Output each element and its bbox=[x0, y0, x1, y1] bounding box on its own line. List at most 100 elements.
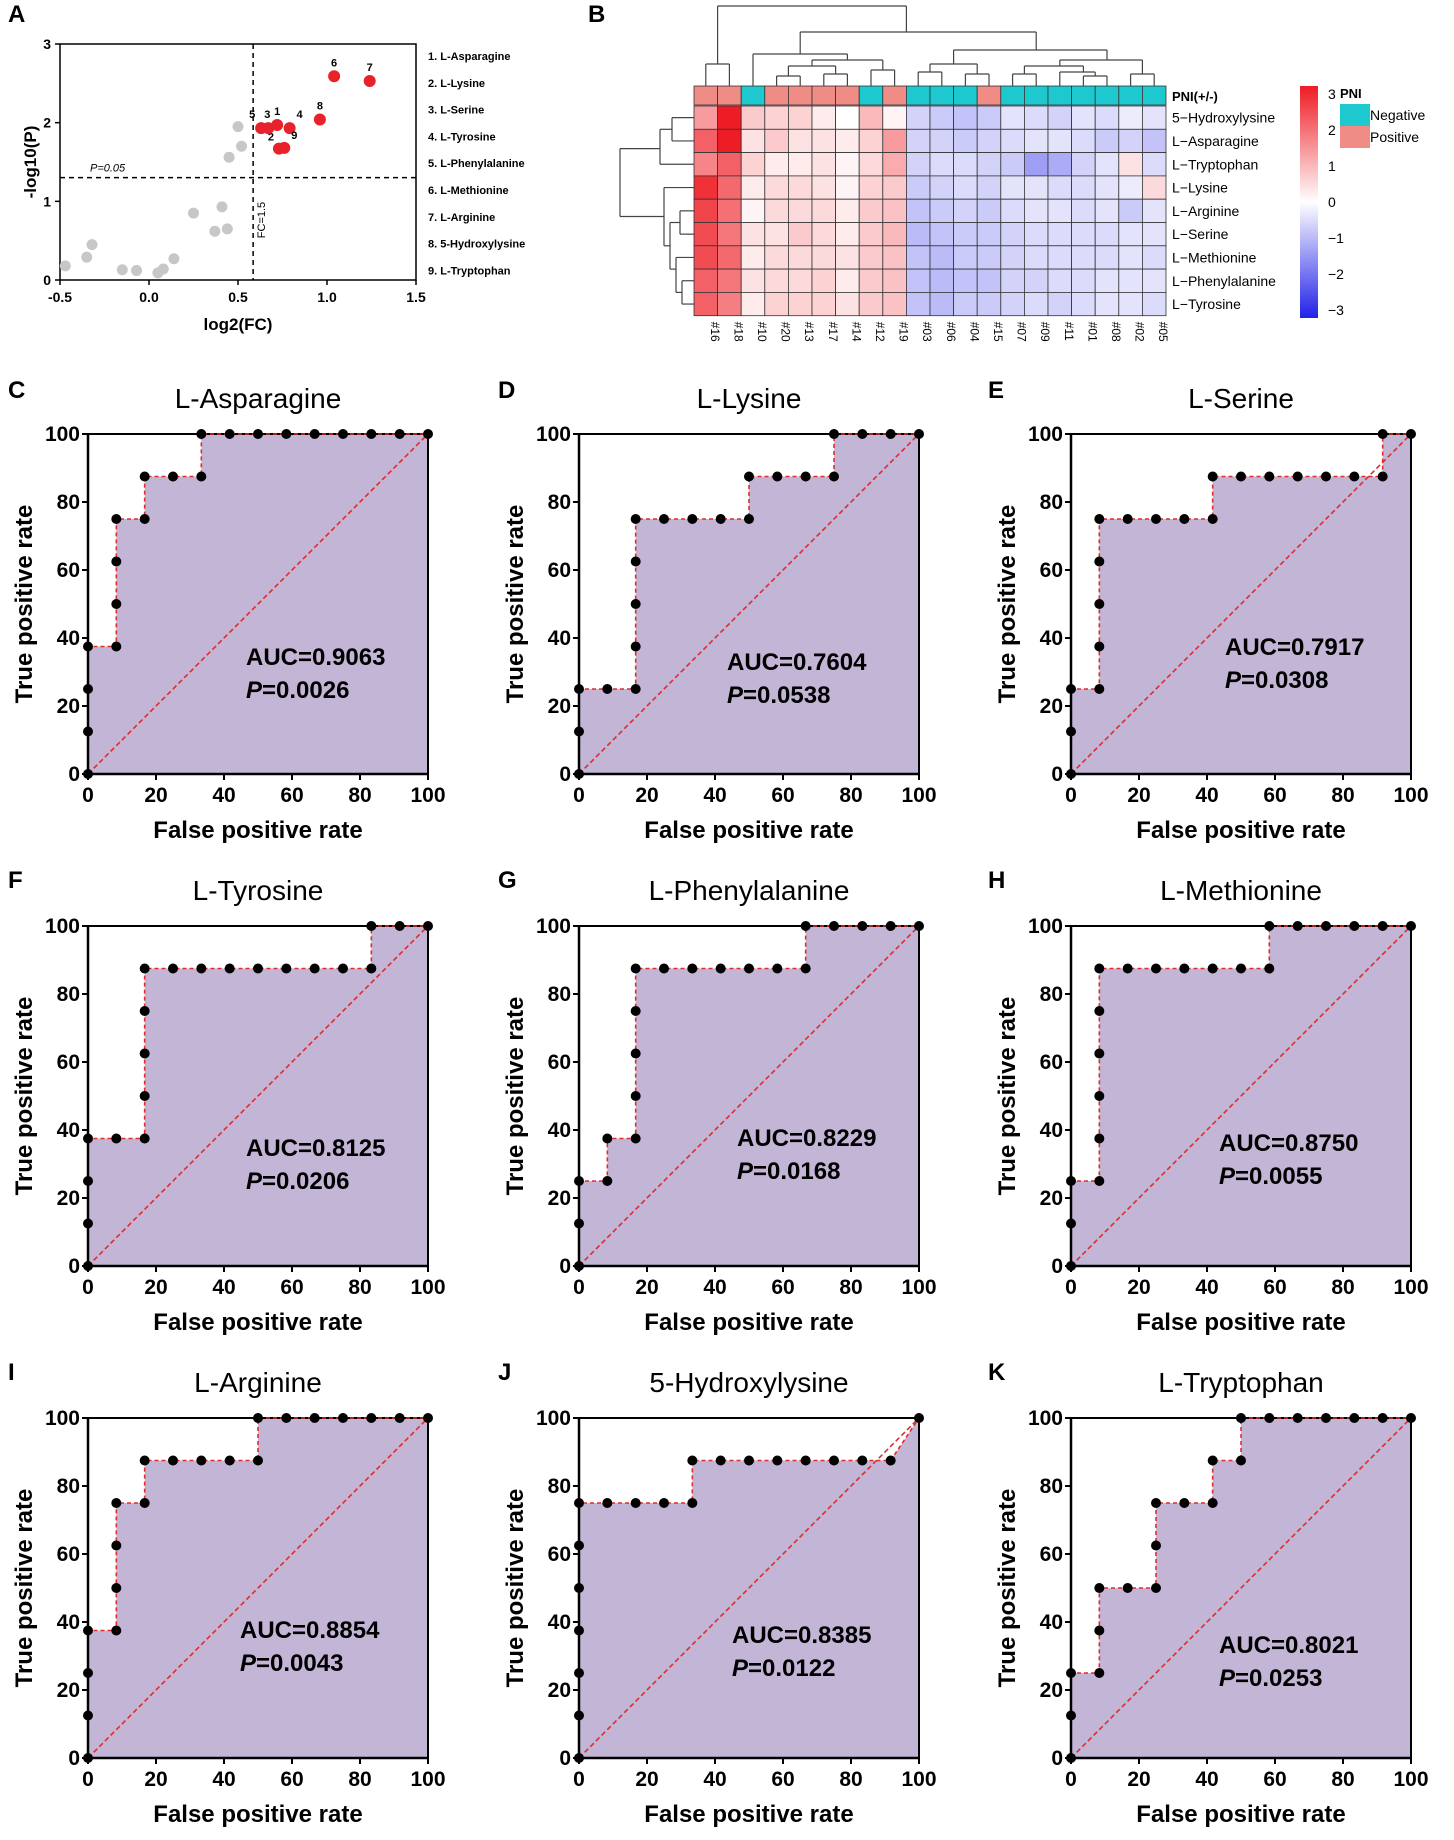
heatmap-cell bbox=[976, 291, 1002, 317]
x-tick-label: 100 bbox=[410, 784, 445, 807]
auc-label: AUC=0.7917 bbox=[1225, 634, 1364, 661]
x-tick-label: 60 bbox=[280, 1276, 303, 1299]
heatmap-cell bbox=[929, 152, 955, 177]
roc-point bbox=[914, 921, 924, 931]
nonsignificant-point bbox=[223, 151, 235, 163]
roc-point bbox=[800, 471, 811, 482]
heatmap-cell bbox=[1047, 105, 1073, 130]
roc-point bbox=[1321, 471, 1331, 482]
roc-point bbox=[1264, 921, 1275, 931]
heatmap-cell bbox=[858, 268, 884, 293]
x-tick-label: 60 bbox=[280, 784, 303, 807]
roc-point bbox=[687, 514, 698, 524]
heatmap-column-label: #10 bbox=[755, 322, 769, 342]
heatmap-cell bbox=[1142, 245, 1167, 270]
roc-point bbox=[1321, 921, 1331, 931]
y-tick-label: 0 bbox=[68, 1747, 80, 1770]
reference-diagonal bbox=[578, 925, 920, 1267]
heatmap-cell bbox=[1142, 105, 1167, 130]
heatmap-cell bbox=[882, 175, 907, 200]
roc-point bbox=[1122, 963, 1133, 974]
roc-point bbox=[857, 1455, 868, 1466]
heatmap-row-label: L−Phenylalanine bbox=[1172, 273, 1276, 289]
heatmap-cell bbox=[953, 222, 978, 247]
heatmap-cell bbox=[764, 175, 789, 200]
heatmap-cell bbox=[1071, 198, 1096, 223]
roc-point bbox=[829, 1455, 839, 1466]
y-tick-label: 80 bbox=[57, 1475, 80, 1498]
y-tick-label: 80 bbox=[548, 491, 571, 514]
y-tick-label: 60 bbox=[548, 1051, 571, 1074]
roc-point bbox=[111, 1133, 122, 1144]
roc-point bbox=[1207, 514, 1218, 524]
panel-letter-g: G bbox=[498, 867, 517, 894]
heatmap-cell bbox=[717, 198, 742, 223]
heatmap-cell bbox=[764, 152, 789, 177]
x-tick-label: 80 bbox=[1331, 784, 1354, 807]
heatmap-cell bbox=[1142, 128, 1167, 154]
heatmap-cell bbox=[953, 268, 978, 293]
heatmap-cell bbox=[693, 245, 719, 270]
x-tick-label: 40 bbox=[703, 1276, 726, 1299]
significant-point bbox=[363, 74, 376, 87]
legend-entry: 1. L-Asparagine bbox=[428, 51, 511, 63]
pni-annotation-cell bbox=[929, 85, 955, 106]
heatmap-column-label: #13 bbox=[802, 322, 816, 342]
heatmap-cell bbox=[1142, 222, 1167, 247]
heatmap-cell bbox=[929, 268, 955, 293]
roc-point bbox=[338, 429, 348, 439]
heatmap-cell bbox=[882, 245, 907, 270]
pni-annotation-label: PNI(+/-) bbox=[1172, 89, 1218, 104]
color-scale-tick: −2 bbox=[1328, 266, 1344, 282]
heatmap-cell bbox=[788, 245, 813, 270]
pni-annotation-cell bbox=[764, 85, 789, 106]
heatmap-cell bbox=[1000, 245, 1025, 270]
x-tick-label: 80 bbox=[839, 784, 862, 807]
y-axis-label: -log10(P) bbox=[21, 126, 40, 199]
pni-legend-swatch-positive bbox=[1340, 126, 1370, 148]
nonsignificant-point bbox=[81, 251, 93, 263]
heatmap-cell bbox=[882, 222, 907, 247]
roc-point bbox=[111, 1540, 122, 1551]
roc-point bbox=[800, 921, 811, 931]
y-tick-label: 100 bbox=[1028, 915, 1063, 938]
auc-label: AUC=0.8750 bbox=[1219, 1130, 1358, 1157]
x-tick-label: 40 bbox=[212, 1276, 235, 1299]
heatmap-cell bbox=[740, 105, 766, 130]
y-tick-label: 80 bbox=[1040, 491, 1063, 514]
heatmap-cell bbox=[788, 291, 813, 317]
heatmap-row-label: L−Lysine bbox=[1172, 180, 1228, 196]
roc-point bbox=[602, 1498, 613, 1508]
heatmap-cell bbox=[1024, 245, 1049, 270]
color-scale-tick: 2 bbox=[1328, 122, 1336, 138]
y-tick-label: 20 bbox=[1040, 695, 1063, 718]
roc-plot-e: 0 20 40 60 80 100 0 20 40 60 80 100 False positive r… bbox=[994, 383, 1429, 844]
p-value-number: =0.0026 bbox=[262, 677, 349, 704]
y-axis-label: True positive rate bbox=[502, 997, 529, 1196]
nonsignificant-point bbox=[232, 121, 244, 133]
roc-plot-d: 0 20 40 60 80 100 0 20 40 60 80 100 False positive r… bbox=[502, 383, 937, 844]
panel-letter-j: J bbox=[498, 1359, 511, 1386]
heatmap-cell bbox=[788, 175, 813, 200]
roc-point bbox=[744, 963, 754, 974]
legend-entry: 8. 5-Hydroxylysine bbox=[428, 239, 525, 251]
roc-point bbox=[1264, 1413, 1275, 1423]
x-tick-label: 40 bbox=[1195, 784, 1218, 807]
roc-point bbox=[196, 471, 207, 482]
x-tick-label: 0 bbox=[1065, 784, 1077, 807]
auc-label: AUC=0.8229 bbox=[737, 1125, 876, 1152]
heatmap-cell bbox=[717, 268, 742, 293]
roc-point bbox=[196, 963, 207, 974]
roc-point bbox=[800, 963, 811, 974]
heatmap-cell bbox=[811, 128, 837, 154]
y-tick-label: 60 bbox=[548, 559, 571, 582]
nonsignificant-point bbox=[209, 225, 221, 237]
heatmap-cell bbox=[740, 152, 766, 177]
heatmap-cell bbox=[693, 105, 719, 130]
y-tick-label: 40 bbox=[1040, 1119, 1063, 1142]
significant-point-label: 7 bbox=[367, 62, 373, 74]
heatmap-cell bbox=[788, 268, 813, 293]
heatmap-cell bbox=[1047, 198, 1073, 223]
heatmap-cell bbox=[764, 222, 789, 247]
x-tick-label: 100 bbox=[410, 1768, 445, 1791]
